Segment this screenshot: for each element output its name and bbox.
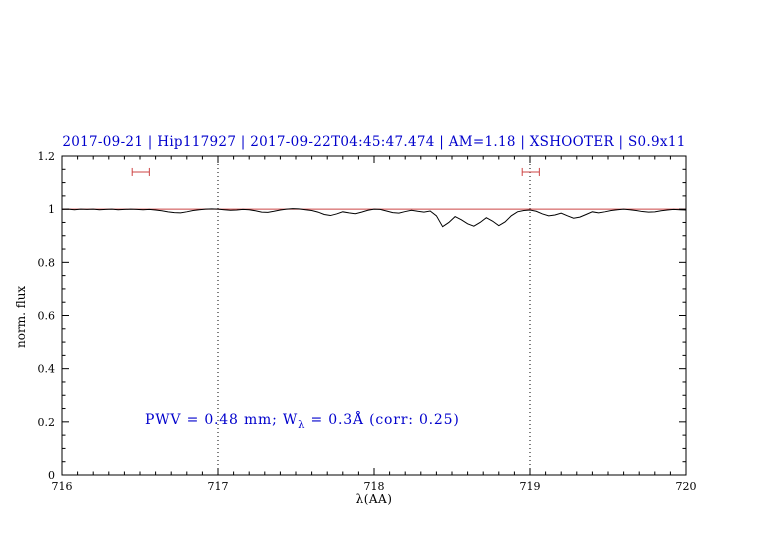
y-tick-label: 0.4	[38, 363, 56, 376]
pwv-annotation: PWV = 0.48 mm; Wλ = 0.3Å (corr: 0.25)	[145, 412, 460, 431]
y-tick-label: 1.2	[38, 150, 56, 163]
pwv-annotation-sub: λ	[298, 419, 306, 431]
y-tick-label: 0.6	[38, 310, 56, 323]
pwv-annotation-suffix: = 0.3Å (corr: 0.25)	[305, 412, 460, 428]
y-tick-label: 1	[48, 203, 55, 216]
y-tick-label: 0	[48, 469, 55, 482]
pwv-annotation-prefix: PWV = 0.48 mm; W	[145, 412, 299, 428]
plot-title: 2017-09-21 | Hip117927 | 2017-09-22T04:4…	[62, 134, 686, 150]
x-tick-label: 719	[520, 480, 541, 493]
y-tick-label: 0.8	[38, 256, 56, 269]
spectrum-line	[61, 208, 687, 228]
x-tick-label: 717	[208, 480, 229, 493]
x-tick-label: 720	[676, 480, 697, 493]
x-tick-label: 716	[52, 480, 73, 493]
x-axis-label: λ(AA)	[355, 492, 393, 506]
x-tick-label: 718	[364, 480, 385, 493]
y-tick-label: 0.2	[38, 416, 56, 429]
